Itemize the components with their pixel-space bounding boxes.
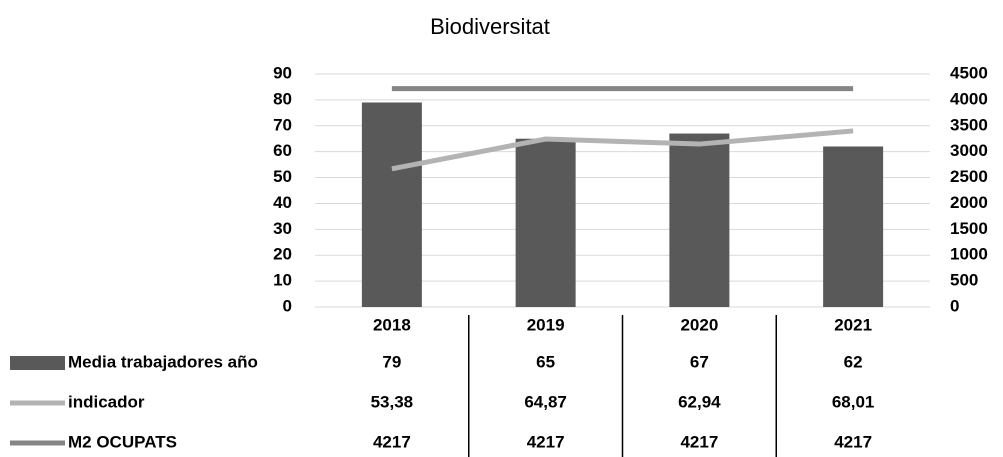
y-tick-label: 20 — [273, 245, 292, 264]
line — [391, 128, 854, 172]
bar — [823, 146, 884, 307]
table-value: 4217 — [834, 432, 872, 451]
y-tick-label: 90 — [273, 63, 292, 82]
y2-tick-label: 0 — [950, 296, 959, 315]
legend-label: M2 OCUPATS — [68, 432, 177, 451]
table-value: 62,94 — [678, 392, 721, 411]
table-value: 4217 — [373, 432, 411, 451]
legend-key — [10, 356, 65, 370]
table-value: 68,01 — [832, 392, 875, 411]
y-tick-label: 40 — [273, 193, 292, 212]
y2-tick-label: 1000 — [950, 245, 988, 264]
x-tick-label: 2020 — [680, 315, 718, 334]
legend-label: Media trabajadores año — [68, 352, 258, 371]
y-tick-label: 30 — [273, 219, 292, 238]
y2-tick-label: 4000 — [950, 89, 988, 108]
y2-tick-label: 3000 — [950, 141, 988, 160]
table-value: 53,38 — [371, 392, 414, 411]
y2-tick-label: 3500 — [950, 115, 988, 134]
y2-tick-label: 2500 — [950, 167, 988, 186]
x-tick-label: 2019 — [527, 315, 565, 334]
y-tick-label: 80 — [273, 89, 292, 108]
y-tick-label: 0 — [283, 296, 292, 315]
table-value: 79 — [382, 352, 401, 371]
bar — [669, 133, 730, 307]
y2-tick-label: 4500 — [950, 63, 988, 82]
table-value: 4217 — [680, 432, 718, 451]
x-tick-label: 2018 — [373, 315, 411, 334]
y-tick-label: 50 — [273, 167, 292, 186]
y-tick-label: 60 — [273, 141, 292, 160]
y2-tick-label: 500 — [950, 271, 978, 290]
y-tick-label: 70 — [273, 115, 292, 134]
table-value: 67 — [690, 352, 709, 371]
table-value: 4217 — [527, 432, 565, 451]
y2-tick-label: 1500 — [950, 219, 988, 238]
y2-tick-label: 2000 — [950, 193, 988, 212]
chart-title: Biodiversitat — [430, 14, 550, 39]
bar — [361, 102, 422, 307]
table-value: 65 — [536, 352, 555, 371]
legend-label: indicador — [68, 392, 145, 411]
table-value: 64,87 — [524, 392, 567, 411]
x-tick-label: 2021 — [834, 315, 872, 334]
y-tick-label: 10 — [273, 271, 292, 290]
bar — [515, 138, 576, 307]
table-value: 62 — [844, 352, 863, 371]
